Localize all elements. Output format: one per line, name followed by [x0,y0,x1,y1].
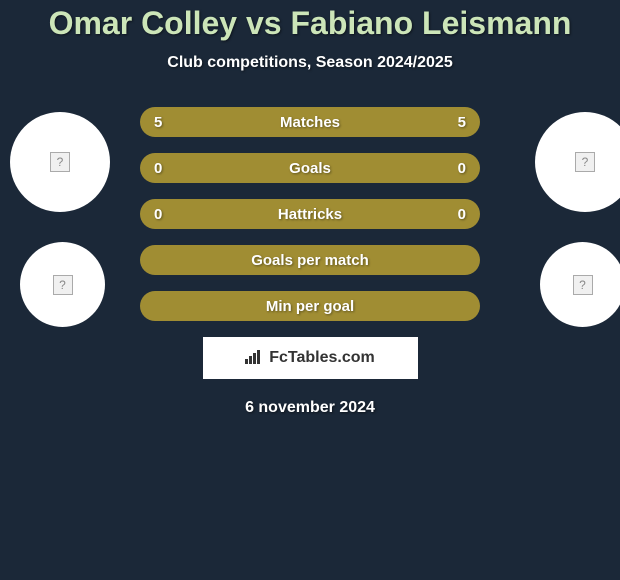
placeholder-image-icon: ? [50,152,70,172]
stat-value-left: 0 [154,160,162,177]
stat-value-right: 0 [458,160,466,177]
stat-row-hattricks: 0 Hattricks 0 [140,199,480,229]
stat-value-left: 0 [154,206,162,223]
attribution-badge: FcTables.com [203,337,418,379]
player1-club-avatar: ? [20,242,105,327]
stat-label: Matches [280,114,340,131]
player2-club-avatar: ? [540,242,620,327]
stat-label: Goals per match [251,252,369,269]
stat-value-left: 5 [154,114,162,131]
placeholder-image-icon: ? [573,275,593,295]
stats-area: ? ? ? ? 5 Matches 5 0 Goals 0 0 Hattric [0,107,620,417]
stat-row-min-per-goal: Min per goal [140,291,480,321]
player2-avatar: ? [535,112,620,212]
placeholder-image-icon: ? [53,275,73,295]
main-container: Omar Colley vs Fabiano Leismann Club com… [0,0,620,417]
placeholder-image-icon: ? [575,152,595,172]
stat-label: Goals [289,160,331,177]
date-label: 6 november 2024 [0,399,620,417]
stat-rows: 5 Matches 5 0 Goals 0 0 Hattricks 0 Goal… [140,107,480,321]
subtitle: Club competitions, Season 2024/2025 [0,54,620,72]
stat-label: Min per goal [266,298,354,315]
stat-row-matches: 5 Matches 5 [140,107,480,137]
attribution-text: FcTables.com [269,349,375,367]
stat-row-goals: 0 Goals 0 [140,153,480,183]
player1-avatar: ? [10,112,110,212]
stat-value-right: 0 [458,206,466,223]
stat-value-right: 5 [458,114,466,131]
page-title: Omar Colley vs Fabiano Leismann [0,5,620,42]
chart-icon [245,350,263,367]
stat-row-goals-per-match: Goals per match [140,245,480,275]
stat-label: Hattricks [278,206,342,223]
